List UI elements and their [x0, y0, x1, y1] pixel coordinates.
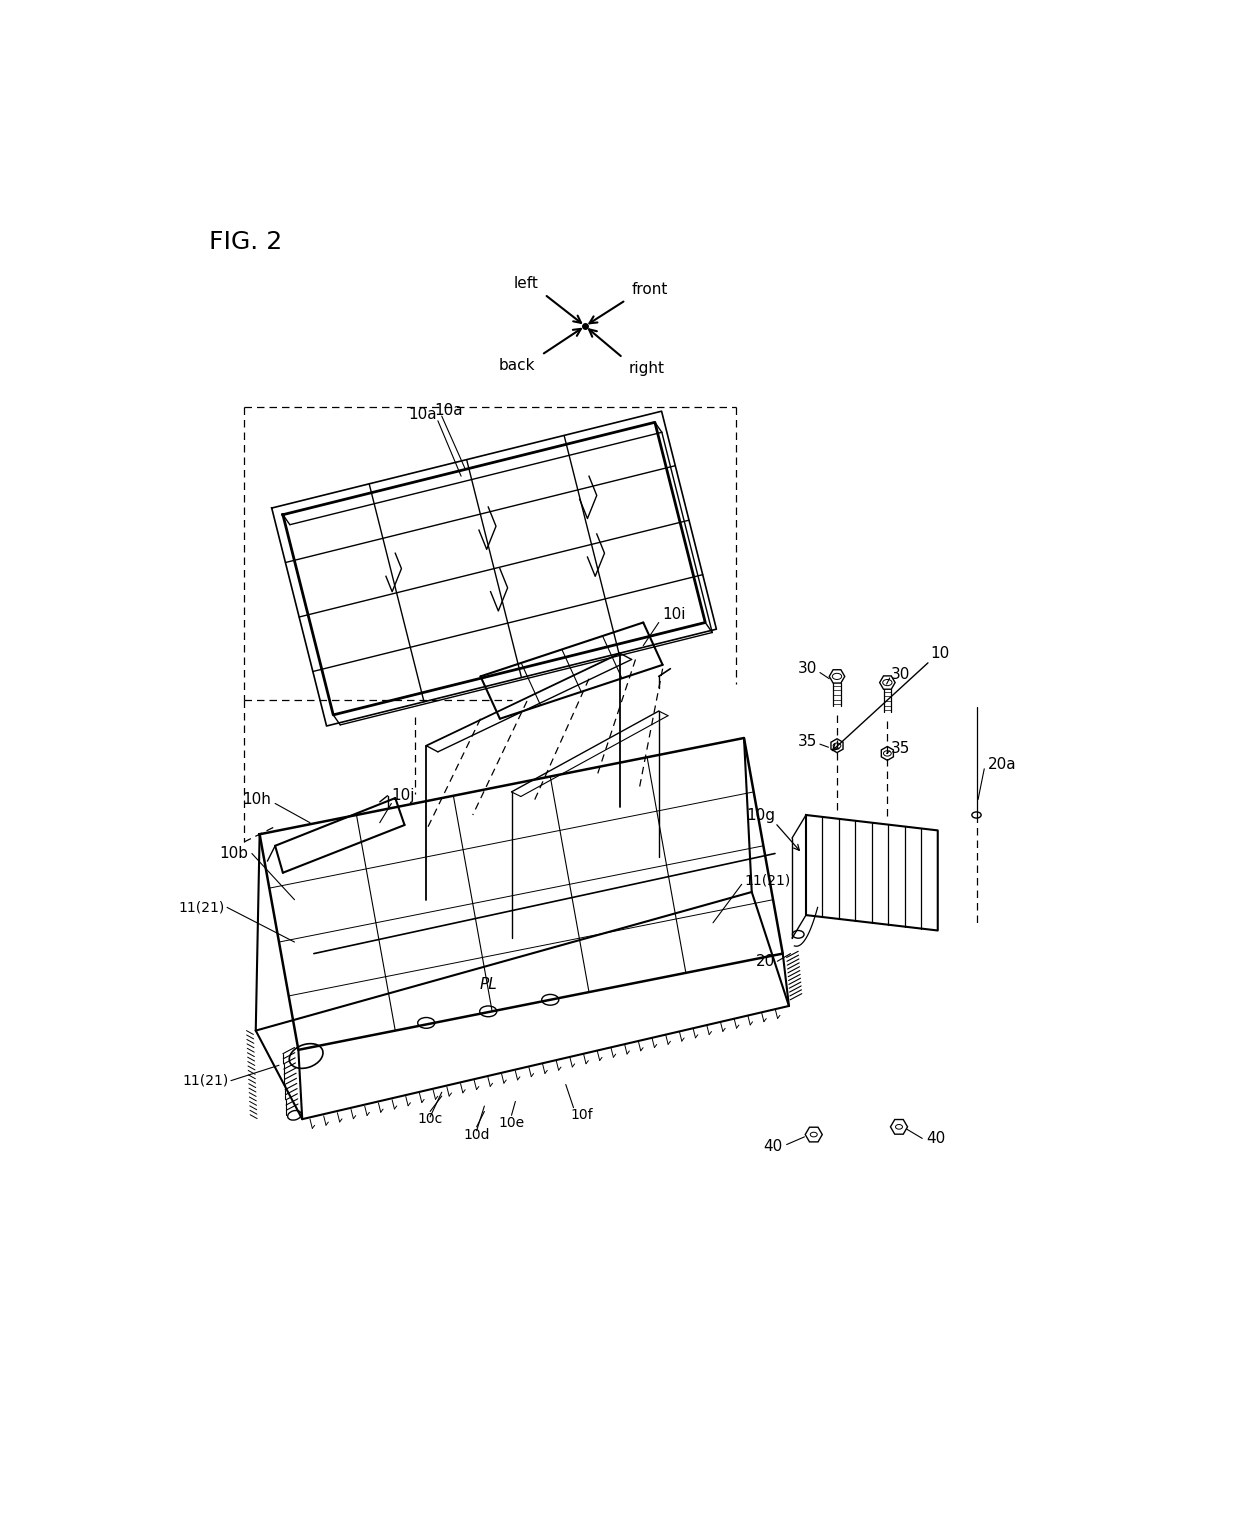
Text: 20a: 20a — [988, 757, 1017, 773]
Text: 10a: 10a — [408, 407, 436, 422]
Text: 10e: 10e — [498, 1115, 525, 1131]
Text: 20: 20 — [755, 953, 775, 968]
Text: FIG. 2: FIG. 2 — [210, 230, 283, 254]
Text: 10: 10 — [930, 646, 950, 661]
Text: left: left — [513, 277, 538, 291]
Text: 10g: 10g — [746, 808, 775, 823]
Text: 10c: 10c — [418, 1112, 443, 1126]
Text: 35: 35 — [799, 734, 817, 750]
Text: 10d: 10d — [464, 1128, 490, 1141]
Text: 10j: 10j — [392, 788, 415, 803]
Text: 10b: 10b — [219, 846, 248, 861]
Text: 30: 30 — [799, 661, 817, 676]
Text: 11(21): 11(21) — [744, 874, 790, 887]
Text: 40: 40 — [926, 1131, 945, 1146]
Text: 35: 35 — [892, 741, 910, 756]
Text: front: front — [632, 282, 668, 297]
Text: back: back — [498, 358, 536, 373]
Text: 11(21): 11(21) — [179, 900, 224, 915]
Text: 10i: 10i — [662, 607, 686, 623]
Text: PL: PL — [480, 976, 497, 991]
Text: 40: 40 — [764, 1138, 782, 1154]
Text: 10f: 10f — [570, 1108, 593, 1123]
Text: 30: 30 — [892, 667, 910, 682]
Text: 11(21): 11(21) — [182, 1074, 228, 1088]
Text: 10h: 10h — [242, 793, 272, 808]
Text: right: right — [629, 361, 665, 376]
Text: 10a: 10a — [434, 404, 463, 418]
